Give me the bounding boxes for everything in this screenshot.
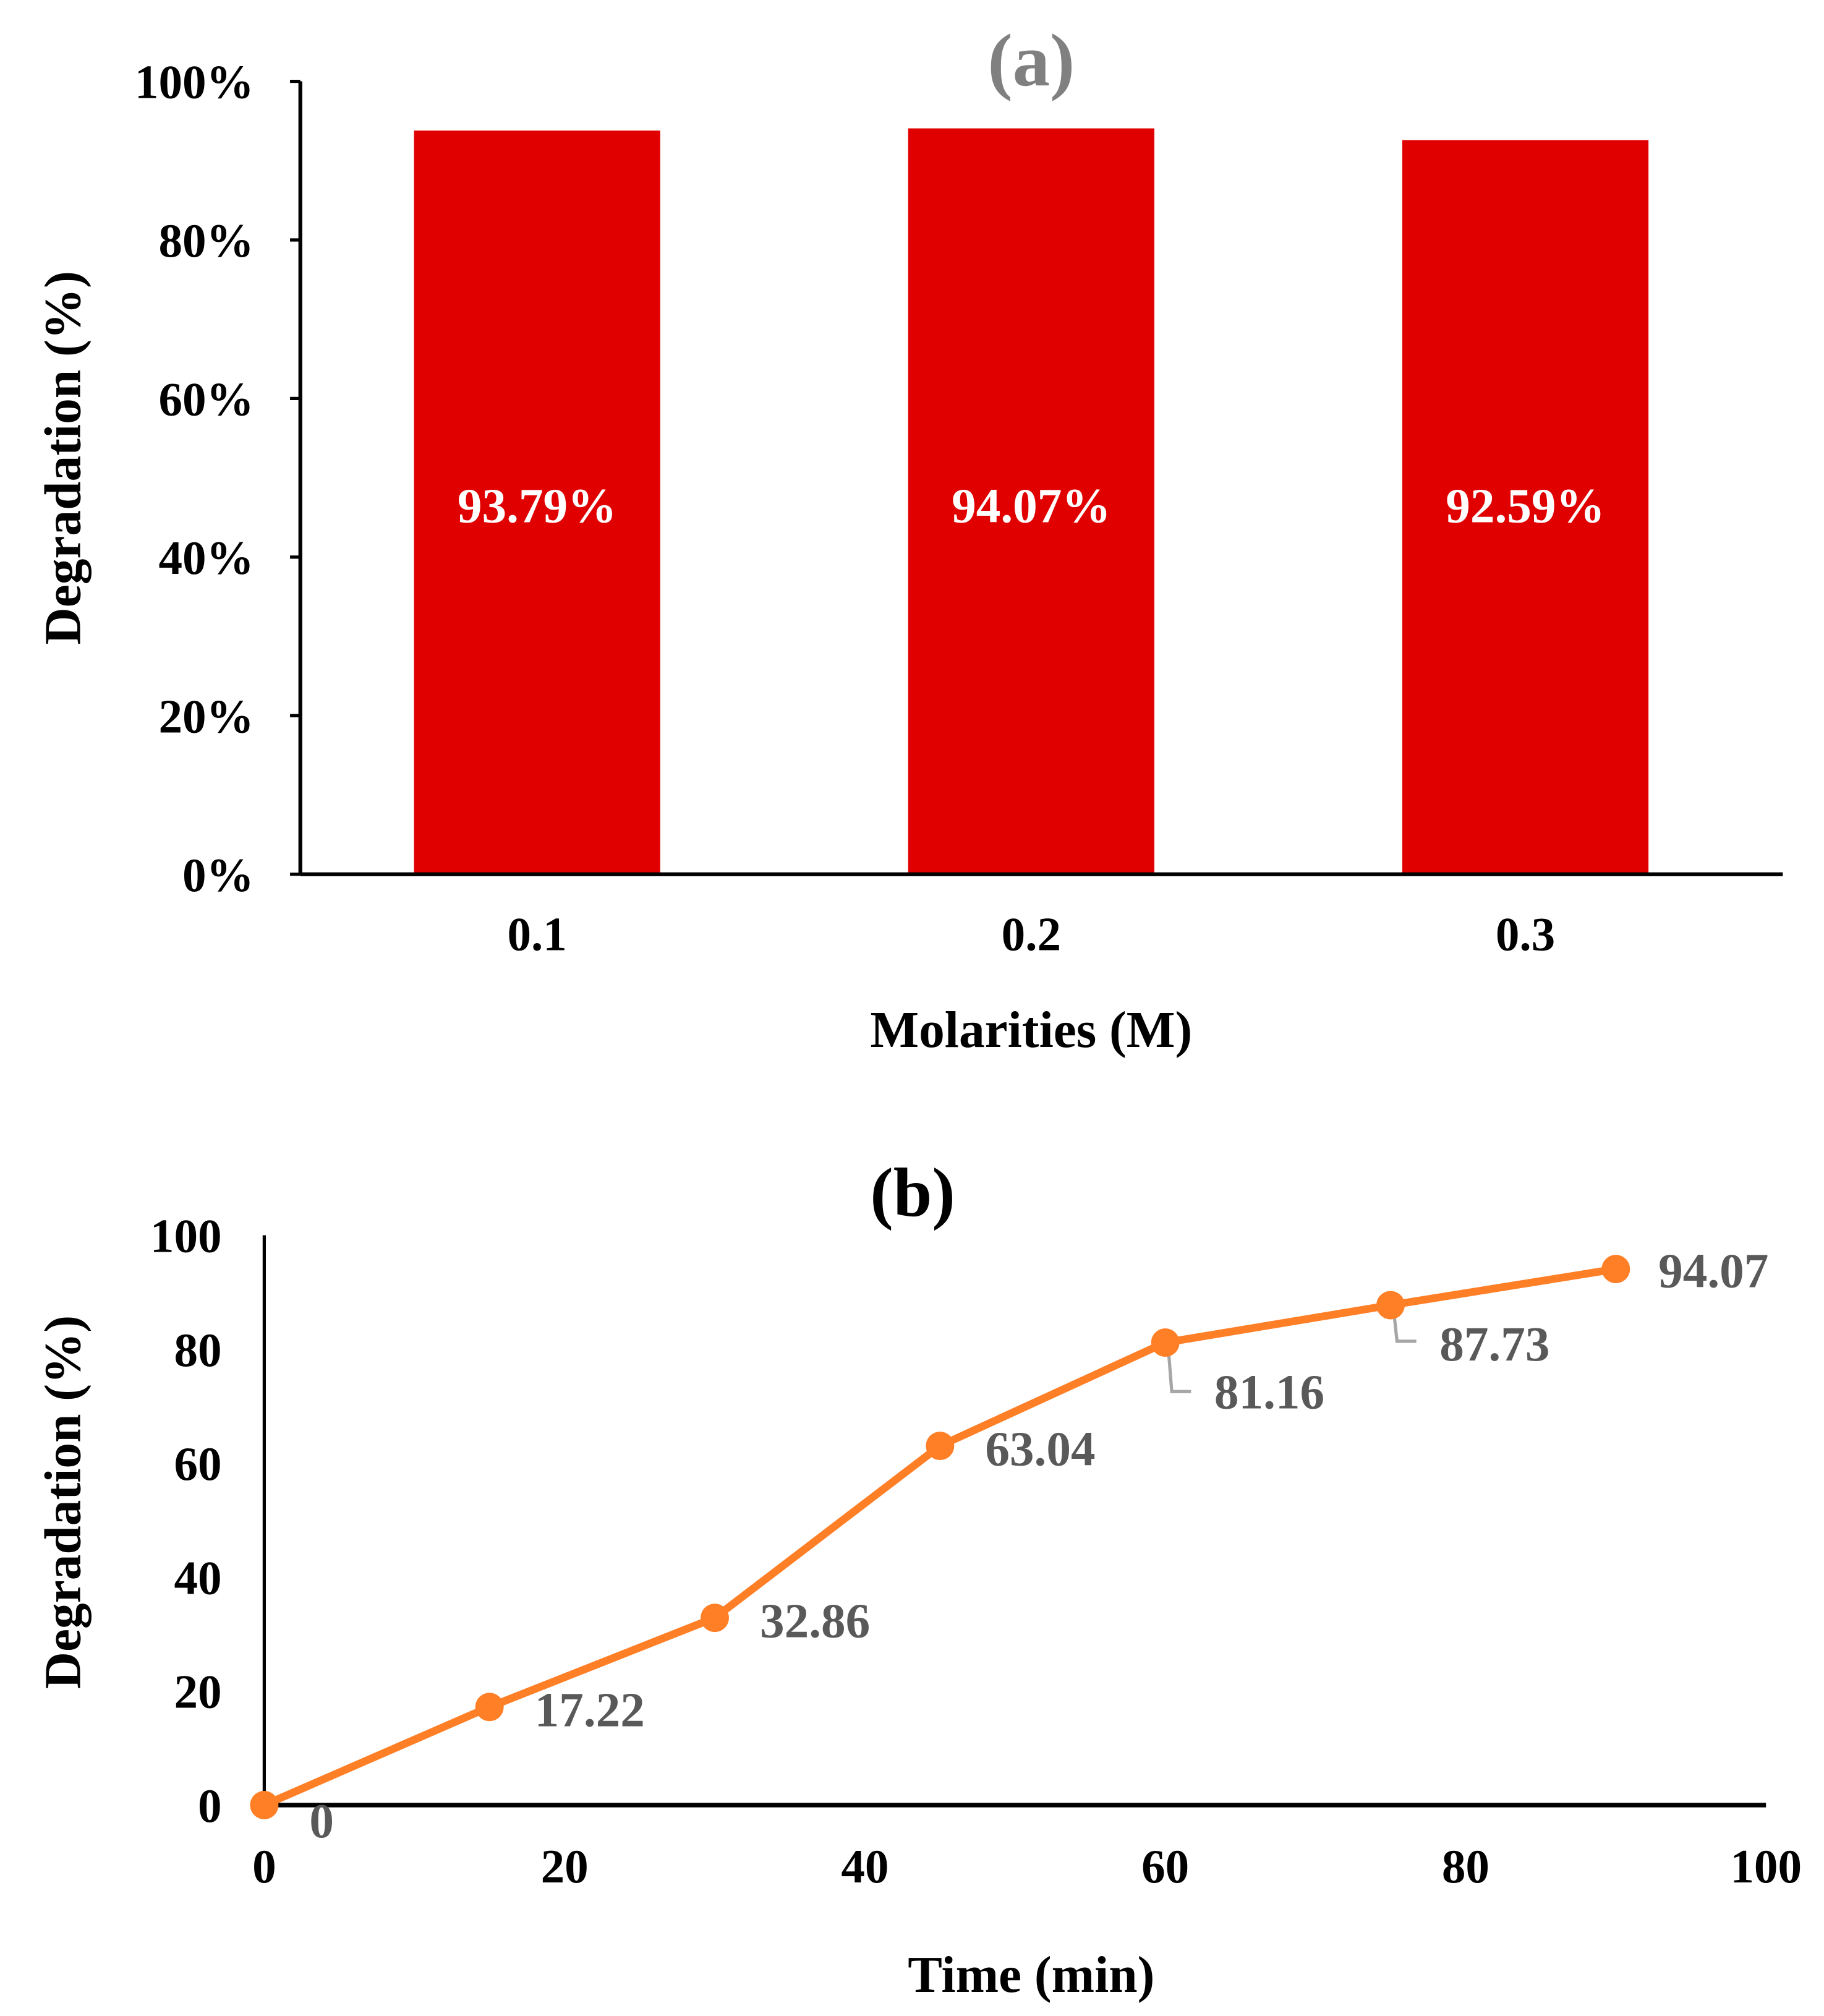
bar-data-label: 94.07% — [952, 479, 1110, 534]
y-tick-label: 0 — [198, 1779, 222, 1832]
x-tick-label: 0.2 — [1002, 908, 1061, 961]
point-data-label: 87.73 — [1439, 1317, 1549, 1372]
point-data-label: 81.16 — [1214, 1365, 1324, 1419]
bar — [908, 128, 1154, 874]
y-tick-label: 100 — [150, 1210, 222, 1263]
chart-b-title: (b) — [870, 1155, 955, 1231]
y-tick-label: 60 — [174, 1437, 221, 1490]
y-tick-label: 20% — [158, 690, 254, 743]
bar — [414, 130, 660, 874]
data-point — [926, 1432, 955, 1460]
data-point — [250, 1790, 279, 1819]
y-tick-label: 40% — [158, 531, 254, 584]
point-data-label: 63.04 — [985, 1422, 1095, 1476]
bar — [1402, 140, 1649, 874]
chart-b-line: (b) Degradation (%) Time (min) 0 20 40 60 80… — [35, 1155, 1802, 2004]
data-point — [701, 1604, 729, 1633]
x-tick-label: 60 — [1141, 1840, 1189, 1893]
data-point — [475, 1693, 504, 1722]
chart-b-xlabel: Time (min) — [908, 1947, 1154, 2004]
x-tick-label: 0.3 — [1496, 908, 1555, 961]
bar-data-label: 92.59% — [1446, 479, 1605, 534]
y-tick-label: 40 — [174, 1551, 221, 1604]
chart-a-ylabel: Degradation (%) — [35, 271, 92, 644]
chart-a-bar: (a) Degradation (%) Molarities (M) 93.79… — [35, 19, 1783, 1059]
y-tick-label: 60% — [158, 373, 254, 426]
series-line — [262, 1265, 1617, 1809]
x-tick-label: 80 — [1442, 1840, 1489, 1893]
data-point — [1151, 1328, 1180, 1357]
point-data-label: 94.07 — [1658, 1244, 1768, 1298]
chart-a-title: (a) — [987, 19, 1075, 102]
data-point — [1601, 1255, 1630, 1284]
x-tick-label: 0 — [252, 1840, 276, 1893]
point-data-label: 17.22 — [535, 1683, 645, 1738]
y-tick-label: 0% — [182, 848, 254, 902]
x-tick-label: 100 — [1730, 1840, 1802, 1893]
data-point — [1376, 1291, 1405, 1320]
point-data-label: 32.86 — [760, 1594, 870, 1648]
y-tick-label: 20 — [174, 1665, 221, 1719]
y-tick-label: 100% — [135, 56, 254, 109]
bar-data-label: 93.79% — [458, 479, 616, 534]
y-tick-label: 80% — [158, 214, 254, 267]
x-tick-label: 40 — [841, 1840, 889, 1893]
leader-line — [1166, 1342, 1191, 1393]
x-tick-label: 0.1 — [507, 908, 566, 961]
y-tick-label: 80 — [174, 1323, 221, 1377]
point-data-label: 0 — [309, 1794, 334, 1848]
chart-b-ylabel: Degradation (%) — [35, 1315, 92, 1689]
x-tick-label: 20 — [541, 1840, 589, 1893]
chart-a-xlabel: Molarities (M) — [870, 1002, 1192, 1059]
